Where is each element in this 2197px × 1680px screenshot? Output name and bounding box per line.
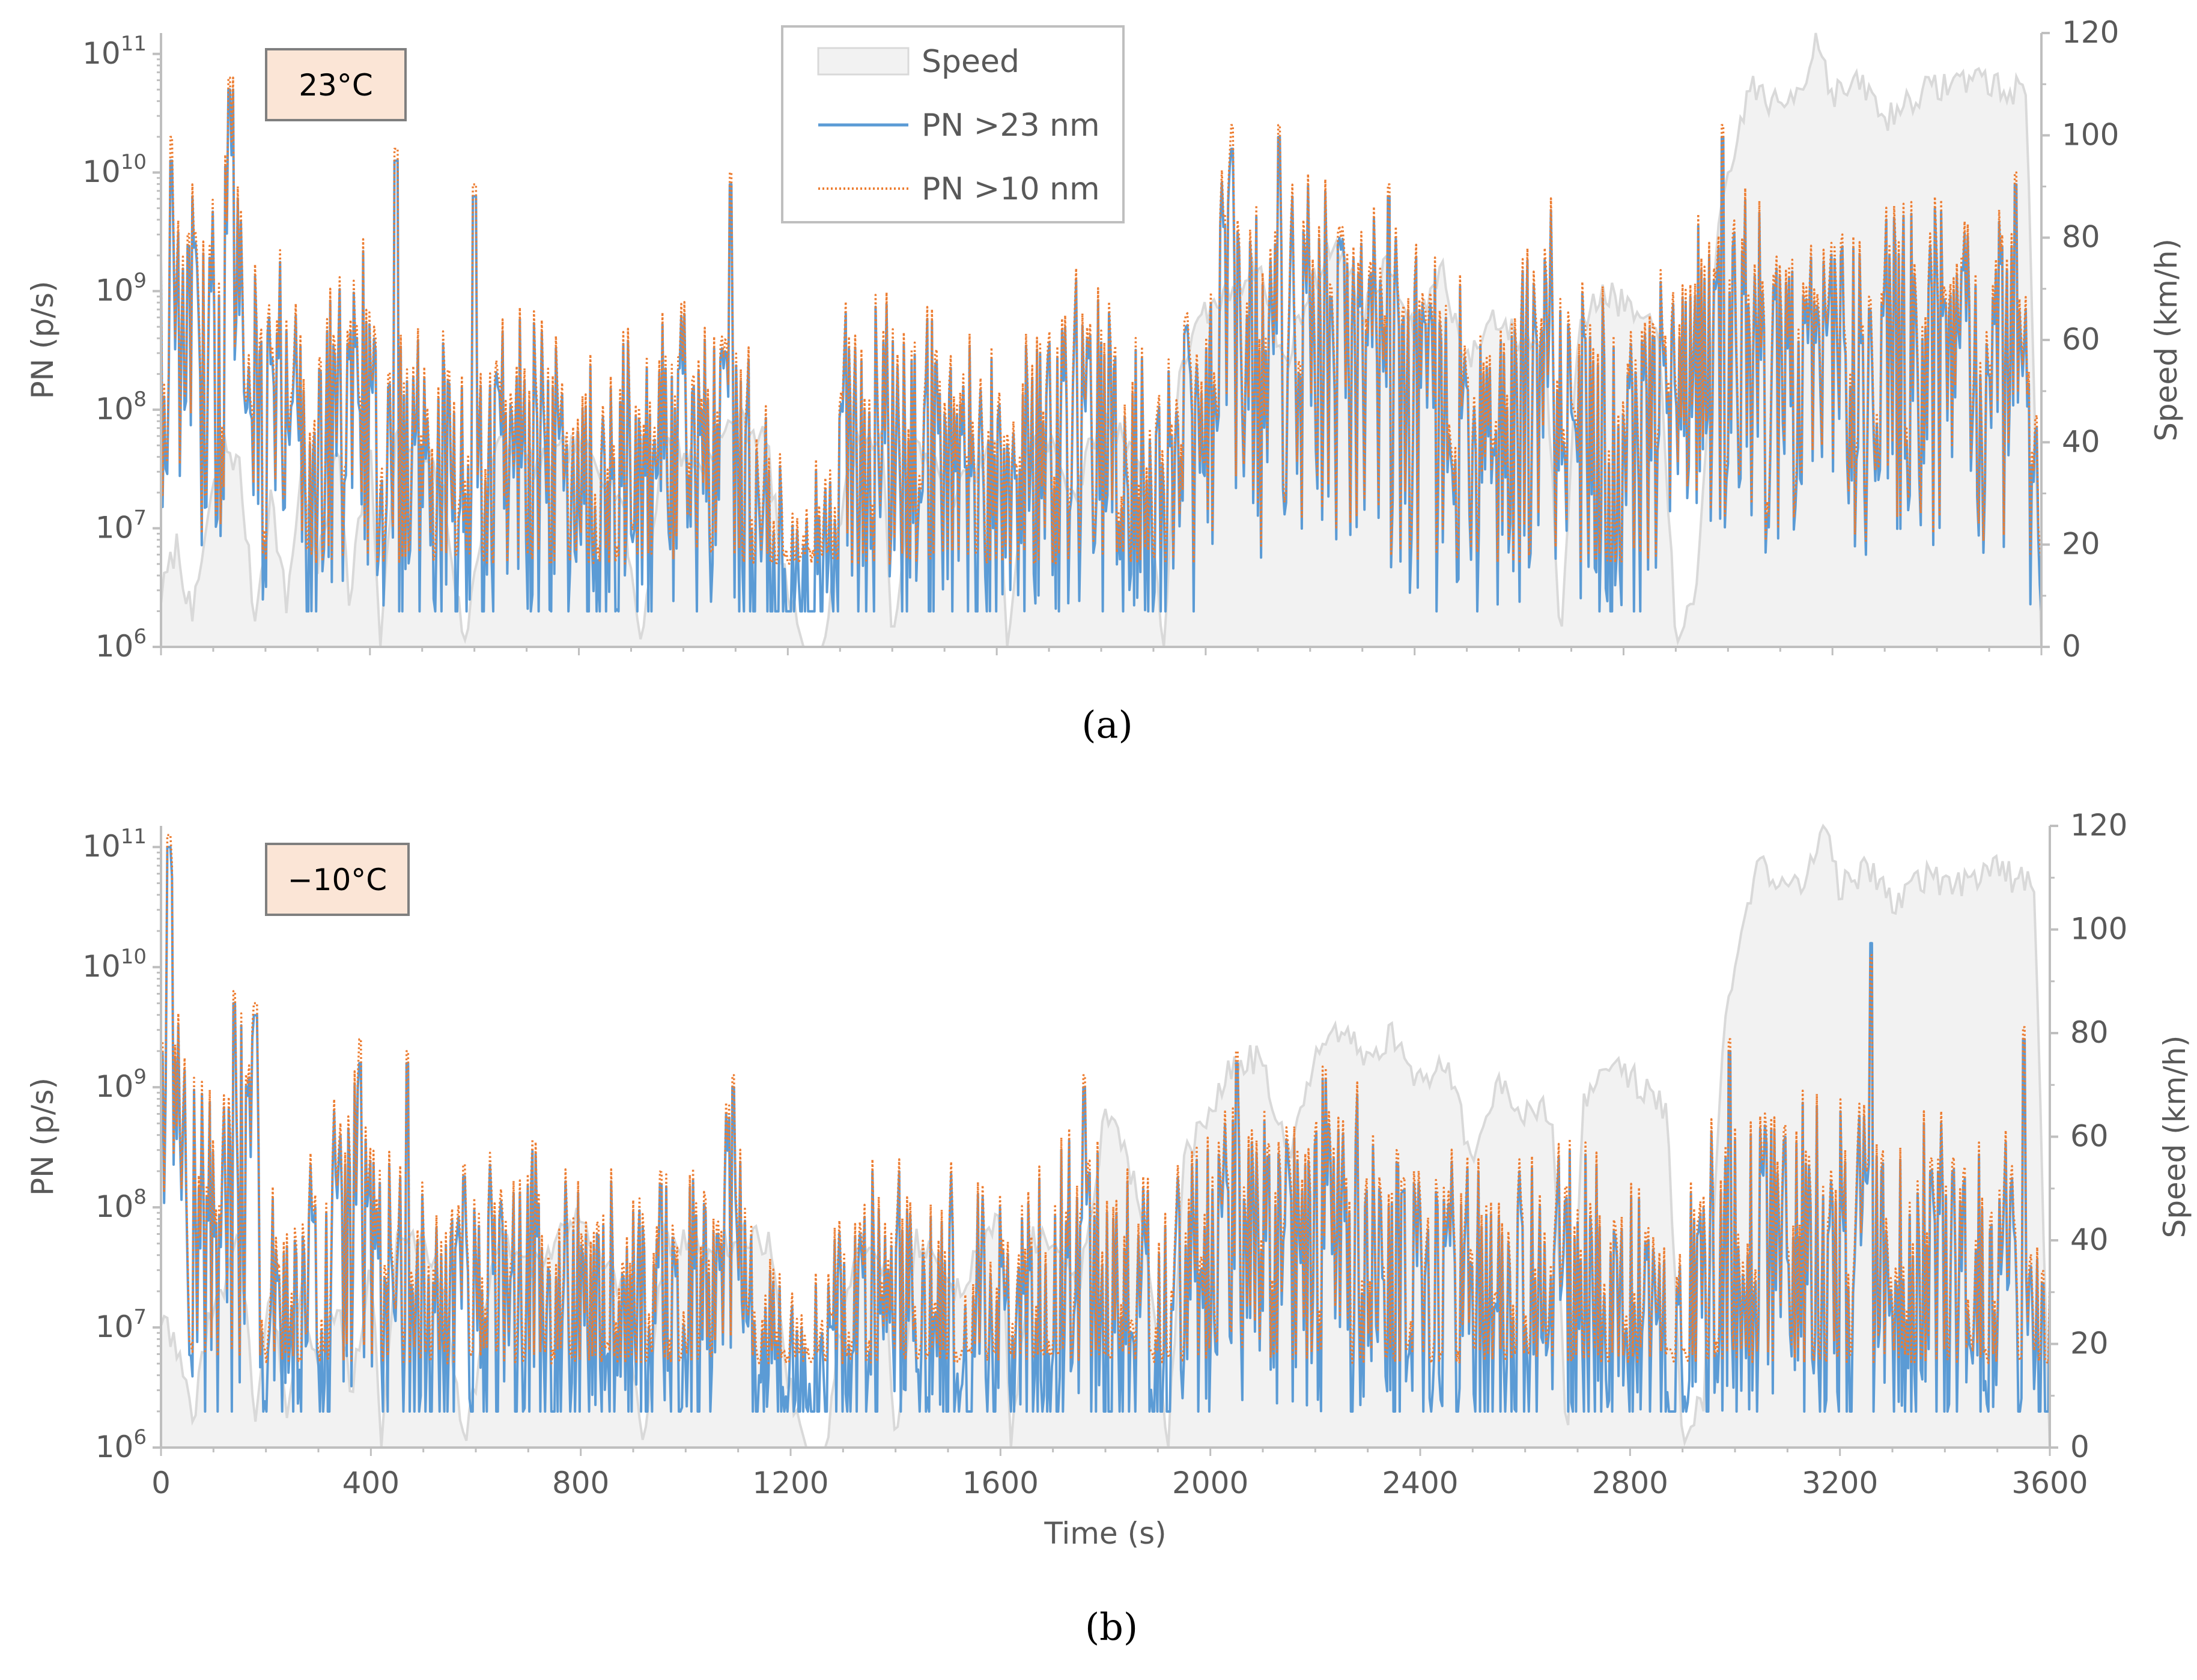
- annotation-label: −10°C: [288, 863, 387, 897]
- x-tick-label: 400: [342, 1466, 400, 1500]
- y-tick-label: 106: [96, 1425, 147, 1464]
- y2-tick-label: 60: [2070, 1119, 2109, 1154]
- annotation-box: [265, 843, 410, 916]
- legend-label-speed: Speed: [922, 44, 1019, 80]
- y2-tick-label: 0: [2062, 629, 2081, 664]
- x-tick-label: 1200: [752, 1466, 828, 1500]
- legend-entry-pn-10nm: PN >10 nm: [818, 171, 1100, 207]
- pn-23nm-series: [160, 846, 2051, 1413]
- y-tick-label: 1010: [82, 945, 147, 984]
- x-tick-label: 0: [151, 1466, 171, 1500]
- y-axis-title: PN (p/s): [25, 1078, 60, 1196]
- legend: Speed PN >23 nm PN >10 nm: [781, 25, 1125, 223]
- y-tick-label: 1010: [82, 150, 147, 189]
- y2-tick-label: 100: [2062, 117, 2119, 152]
- x-tick-label: 1600: [962, 1466, 1039, 1500]
- y2-tick-label: 100: [2070, 912, 2127, 947]
- y2-tick-label: 40: [2070, 1222, 2109, 1257]
- panel-caption: (b): [1085, 1605, 1138, 1649]
- y-axis-title: PN (p/s): [25, 281, 60, 399]
- chart-panel-a: 106 107 108 109 1010 1011 0 20 40 60 80 100 120 PN (p…: [25, 15, 2184, 747]
- y2-tick-label: 20: [2070, 1326, 2109, 1361]
- y-tick-label: 109: [96, 269, 147, 308]
- legend-label-pn-10nm: PN >10 nm: [922, 171, 1100, 207]
- y2-tick-label: 80: [2062, 220, 2100, 255]
- x-tick-label: 2800: [1592, 1466, 1668, 1500]
- x-tick-label: 2000: [1172, 1466, 1248, 1500]
- y-tick-label: 109: [96, 1065, 147, 1104]
- y2-tick-label: 60: [2062, 322, 2100, 357]
- x-tick-label: 800: [552, 1466, 609, 1500]
- y2-axis-title: Speed (km/h): [2149, 238, 2184, 441]
- x-tick-label: 3200: [1802, 1466, 1878, 1500]
- y2-tick-label: 120: [2062, 15, 2119, 50]
- pn-10nm-series: [160, 76, 2043, 565]
- y-tick-label: 1011: [82, 32, 147, 71]
- y-tick-label: 107: [96, 506, 147, 545]
- x-tick-label: 2400: [1382, 1466, 1458, 1500]
- y2-tick-label: 20: [2062, 527, 2100, 562]
- annotation-label: 23°C: [299, 68, 373, 103]
- annotation-box: [265, 48, 407, 121]
- y2-tick-label: 120: [2070, 808, 2127, 843]
- legend-entry-speed: Speed: [817, 44, 1019, 80]
- x-tick-label: 3600: [2011, 1466, 2088, 1500]
- y2-tick-label: 80: [2070, 1015, 2109, 1050]
- temperature-annotation: −10°C: [265, 843, 410, 916]
- legend-swatch-speed: [817, 47, 910, 76]
- legend-entry-pn-23nm: PN >23 nm: [818, 108, 1100, 144]
- y-tick-label: 108: [96, 387, 147, 426]
- y-tick-label: 106: [96, 625, 147, 664]
- y2-axis-title: Speed (km/h): [2157, 1036, 2192, 1239]
- y-tick-label: 107: [96, 1305, 147, 1344]
- y-tick-label: 1011: [82, 825, 147, 864]
- temperature-annotation: 23°C: [265, 48, 407, 121]
- x-axis-title: Time (s): [1044, 1516, 1166, 1551]
- y-tick-label: 108: [96, 1185, 147, 1224]
- legend-label-pn-23nm: PN >23 nm: [922, 108, 1100, 144]
- panel-caption: (a): [1081, 703, 1132, 747]
- y2-tick-label: 40: [2062, 424, 2100, 459]
- pn-10nm-series: [160, 834, 2051, 1365]
- y2-tick-label: 0: [2070, 1430, 2089, 1464]
